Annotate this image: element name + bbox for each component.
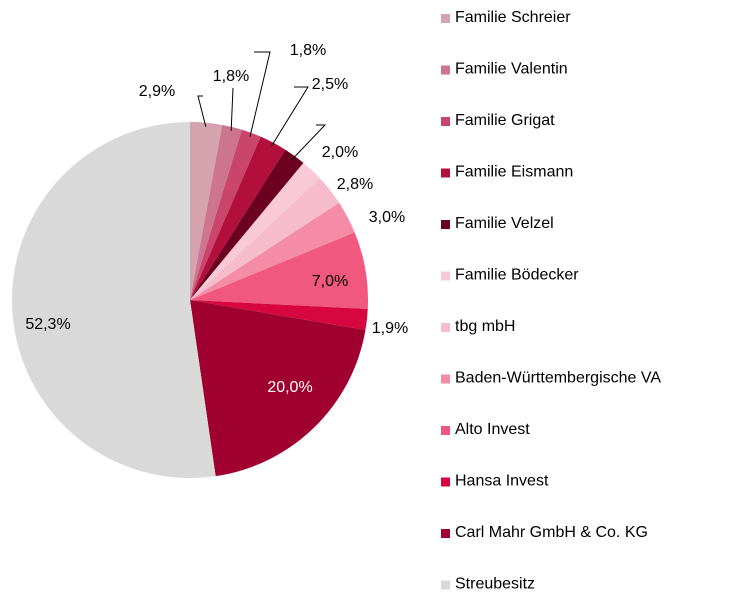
legend-swatch — [441, 529, 450, 538]
legend-swatch — [441, 117, 450, 126]
legend-label: Familie Bödecker — [455, 267, 579, 284]
legend-swatch — [441, 374, 450, 384]
legend-label: tbg mbH — [455, 318, 515, 335]
legend-swatch — [441, 271, 450, 281]
pie-slice — [190, 124, 242, 301]
leader-line — [291, 124, 327, 160]
legend-swatch — [441, 65, 450, 75]
legend-swatch — [441, 168, 450, 178]
pie-slice — [190, 129, 261, 300]
leader-line — [270, 86, 309, 147]
legend-swatch — [441, 323, 450, 332]
legend-swatch — [441, 426, 450, 435]
pie-slice — [190, 232, 368, 309]
data-label: 2,0% — [322, 144, 358, 161]
leader-line — [249, 51, 271, 137]
legend-swatch — [441, 580, 450, 590]
legend-swatch — [441, 477, 450, 487]
data-label: 52,3% — [25, 316, 70, 333]
legend-label: Streubesitz — [455, 576, 535, 593]
legend-label: Familie Eismann — [455, 164, 573, 181]
pie-slice — [190, 149, 304, 300]
pie-slice — [12, 122, 216, 478]
data-label: 20,0% — [267, 379, 312, 396]
pie-slice — [190, 202, 355, 300]
leader-line — [197, 95, 207, 127]
pie-slice — [190, 300, 368, 331]
pie-slice — [190, 122, 223, 300]
data-label: 1,9% — [372, 320, 408, 337]
legend-label: Familie Velzel — [455, 215, 554, 232]
legend-label: Hansa Invest — [455, 473, 549, 490]
legend-label: Baden-Württembergische VA — [455, 370, 661, 387]
pie-slice — [190, 300, 366, 477]
data-label: 1,8% — [290, 42, 326, 59]
data-label: 7,0% — [312, 273, 348, 290]
legend-label: Familie Valentin — [455, 61, 568, 78]
legend-label: Carl Mahr GmbH & Co. KG — [455, 524, 648, 541]
legend-swatch — [441, 14, 450, 23]
data-label: 2,9% — [139, 83, 175, 100]
legend-label: Familie Grigat — [455, 112, 555, 129]
data-label: 3,0% — [369, 209, 405, 226]
legend-label: Alto Invest — [455, 421, 530, 438]
pie-slice — [190, 136, 286, 300]
pie-slice — [190, 178, 340, 300]
legend-label: Familie Schreier — [455, 9, 571, 26]
data-label: 1,8% — [213, 68, 249, 85]
data-label: 2,8% — [337, 176, 373, 193]
data-label: 2,5% — [312, 76, 348, 93]
legend-swatch — [441, 220, 450, 229]
leader-line — [230, 87, 234, 131]
pie-slice — [190, 162, 320, 300]
